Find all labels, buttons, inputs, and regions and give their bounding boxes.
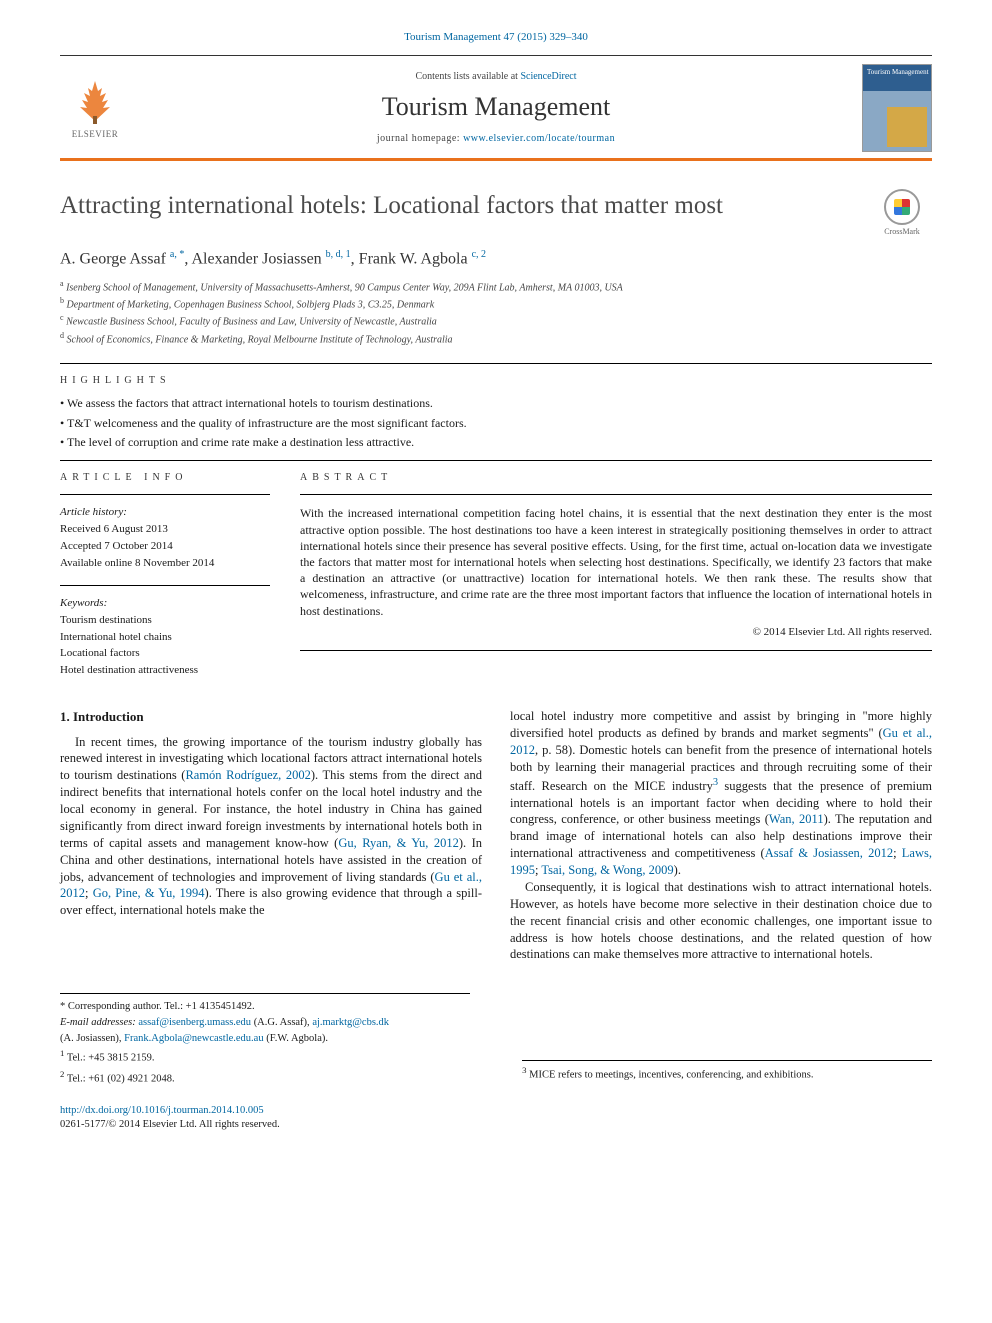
abstract: ABSTRACT With the increased internationa… [300, 471, 932, 680]
author-2-sup[interactable]: b, d, 1 [326, 249, 351, 260]
publisher-name: ELSEVIER [60, 128, 130, 140]
keywords-label: Keywords: [60, 596, 270, 611]
accepted-date: Accepted 7 October 2014 [60, 539, 270, 554]
sciencedirect-link[interactable]: ScienceDirect [520, 71, 576, 82]
section-heading: 1. Introduction [60, 708, 482, 726]
citation-link[interactable]: Go, Pine, & Yu, 1994 [93, 886, 205, 900]
doi-link[interactable]: http://dx.doi.org/10.1016/j.tourman.2014… [60, 1105, 264, 1116]
email-addresses: E-mail addresses: assaf@isenberg.umass.e… [60, 1016, 470, 1031]
issn-copyright: 0261-5177/© 2014 Elsevier Ltd. All right… [60, 1119, 280, 1130]
email-link[interactable]: aj.marktg@cbs.dk [312, 1017, 389, 1028]
doi-block: http://dx.doi.org/10.1016/j.tourman.2014… [60, 1104, 932, 1132]
elsevier-logo: ELSEVIER [60, 76, 130, 140]
article-info: ARTICLE INFO Article history: Received 6… [60, 471, 270, 680]
affiliation-d: School of Economics, Finance & Marketing… [67, 334, 453, 345]
affiliation-c: Newcastle Business School, Faculty of Bu… [66, 317, 437, 328]
journal-header: ELSEVIER Contents lists available at Sci… [60, 55, 932, 161]
article-body: 1. Introduction In recent times, the gro… [60, 708, 932, 963]
author-tel-2: 2 Tel.: +61 (02) 4921 2048. [60, 1068, 470, 1087]
article-info-label: ARTICLE INFO [60, 471, 270, 485]
email-continuation: (A. Josiassen), Frank.Agbola@newcastle.e… [60, 1032, 470, 1047]
highlight-item: We assess the factors that attract inter… [60, 395, 932, 411]
abstract-copyright: © 2014 Elsevier Ltd. All rights reserved… [300, 625, 932, 640]
citation-link[interactable]: Gu, Ryan, & Yu, 2012 [338, 836, 459, 850]
journal-cover-thumbnail: Tourism Management [862, 64, 932, 152]
crossmark-label: CrossMark [884, 227, 920, 236]
corresponding-author: * Corresponding author. Tel.: +1 4135451… [60, 1000, 470, 1015]
highlights-label: HIGHLIGHTS [60, 374, 932, 388]
footnotes-left: * Corresponding author. Tel.: +1 4135451… [60, 993, 470, 1086]
article-title: Attracting international hotels: Locatio… [60, 189, 872, 223]
author-tel-1: 1 Tel.: +45 3815 2159. [60, 1047, 470, 1066]
affiliation-a: Isenberg School of Management, Universit… [66, 282, 623, 293]
keyword: Locational factors [60, 646, 270, 661]
highlights-section: HIGHLIGHTS We assess the factors that at… [60, 374, 932, 450]
cover-image-icon [887, 107, 927, 147]
author-1-sup[interactable]: a, * [170, 249, 184, 260]
citation-link[interactable]: Wan, 2011 [769, 812, 824, 826]
body-paragraph: In recent times, the growing importance … [60, 734, 482, 920]
body-paragraph: local hotel industry more competitive an… [510, 708, 932, 879]
journal-homepage-link[interactable]: www.elsevier.com/locate/tourman [463, 133, 615, 144]
footnotes-right: 3 MICE refers to meetings, incentives, c… [522, 1060, 932, 1083]
homepage-prefix: journal homepage: [377, 133, 463, 144]
online-date: Available online 8 November 2014 [60, 556, 270, 571]
footnote-3-text: MICE refers to meetings, incentives, con… [529, 1069, 813, 1080]
keyword: International hotel chains [60, 630, 270, 645]
body-paragraph: Consequently, it is logical that destina… [510, 879, 932, 963]
received-date: Received 6 August 2013 [60, 522, 270, 537]
contents-prefix: Contents lists available at [415, 71, 520, 82]
highlight-item: T&T welcomeness and the quality of infra… [60, 415, 932, 431]
email-link[interactable]: Frank.Agbola@newcastle.edu.au [124, 1033, 263, 1044]
keyword: Hotel destination attractiveness [60, 663, 270, 678]
highlight-item: The level of corruption and crime rate m… [60, 434, 932, 450]
affiliation-b: Department of Marketing, Copenhagen Busi… [67, 299, 435, 310]
keyword: Tourism destinations [60, 613, 270, 628]
citation-line: Tourism Management 47 (2015) 329–340 [60, 30, 932, 45]
cover-title: Tourism Management [867, 68, 929, 77]
author-list: A. George Assaf a, *, Alexander Josiasse… [60, 248, 932, 270]
citation-link[interactable]: Assaf & Josiassen, 2012 [765, 846, 893, 860]
author-3-sup[interactable]: c, 2 [472, 249, 486, 260]
affiliations: a Isenberg School of Management, Univers… [60, 278, 932, 347]
contents-list-line: Contents lists available at ScienceDirec… [130, 70, 862, 84]
author-3: , Frank W. Agbola [351, 250, 472, 267]
crossmark-badge[interactable]: CrossMark [872, 189, 932, 238]
journal-homepage-line: journal homepage: www.elsevier.com/locat… [130, 132, 862, 146]
citation-link[interactable]: Ramón Rodríguez, 2002 [185, 768, 310, 782]
abstract-text: With the increased international competi… [300, 505, 932, 618]
citation-link[interactable]: Tsai, Song, & Wong, 2009 [541, 863, 673, 877]
abstract-label: ABSTRACT [300, 471, 932, 485]
journal-name: Tourism Management [130, 89, 862, 124]
author-1: A. George Assaf [60, 250, 170, 267]
email-link[interactable]: assaf@isenberg.umass.edu [138, 1017, 251, 1028]
history-label: Article history: [60, 505, 270, 520]
author-2: , Alexander Josiassen [184, 250, 325, 267]
